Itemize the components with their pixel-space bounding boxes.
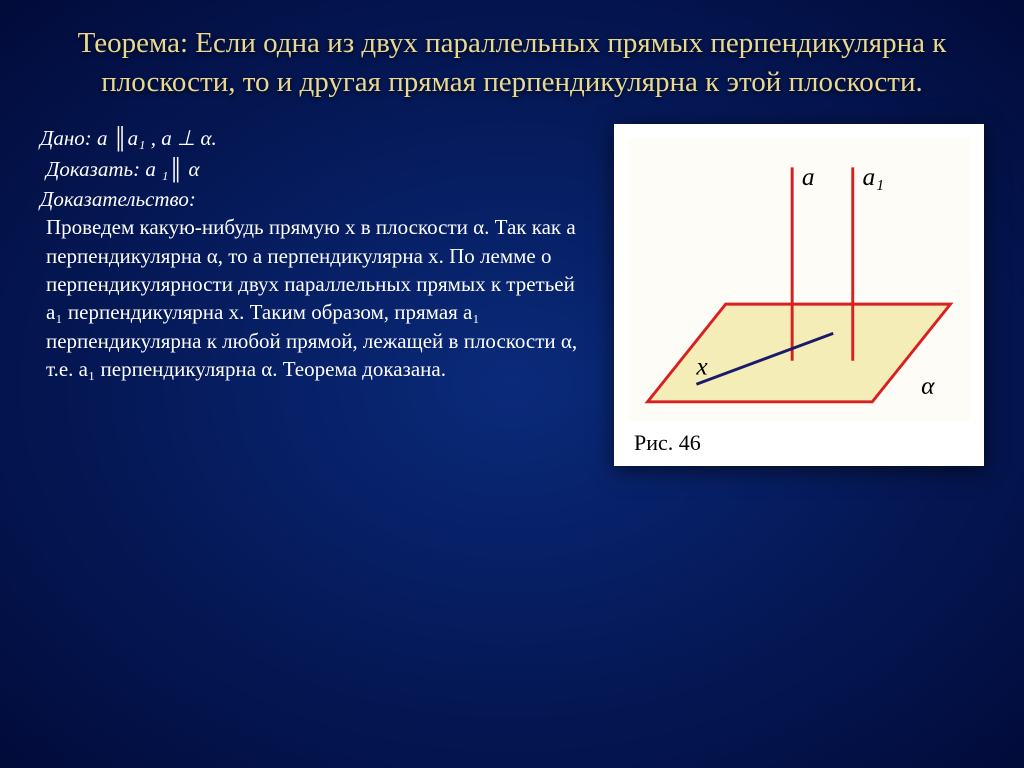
figure-column: a a₁ x α Рис. 46: [614, 124, 984, 465]
slide: Теорема: Если одна из двух параллельных …: [0, 0, 1024, 490]
figure-box: a a₁ x α Рис. 46: [614, 124, 984, 465]
given-label: Дано:: [40, 126, 92, 150]
content-row: Дано: а ║а₁ , а ⊥ α. Доказать: а ₁║ α До…: [40, 124, 984, 465]
prove-label: Доказать:: [46, 157, 140, 181]
figure-caption: Рис. 46: [628, 430, 970, 456]
label-alpha: α: [921, 372, 935, 400]
figure-svg: a a₁ x α: [628, 138, 970, 421]
proof-text-column: Дано: а ║а₁ , а ⊥ α. Доказать: а ₁║ α До…: [40, 124, 590, 383]
prove-line: Доказать: а ₁║ α: [40, 155, 590, 183]
prove-text: а ₁║ α: [145, 157, 199, 181]
label-a1: a₁: [863, 163, 885, 191]
label-a: a: [802, 163, 815, 191]
proof-label: Доказательство:: [40, 185, 590, 213]
proof-body: Проведем какую-нибудь прямую х в плоскос…: [40, 213, 590, 383]
given-text: а ║а₁ , а ⊥ α.: [97, 126, 217, 150]
slide-title: Теорема: Если одна из двух параллельных …: [40, 24, 984, 102]
label-x: x: [695, 353, 708, 381]
given-line: Дано: а ║а₁ , а ⊥ α.: [40, 124, 590, 152]
